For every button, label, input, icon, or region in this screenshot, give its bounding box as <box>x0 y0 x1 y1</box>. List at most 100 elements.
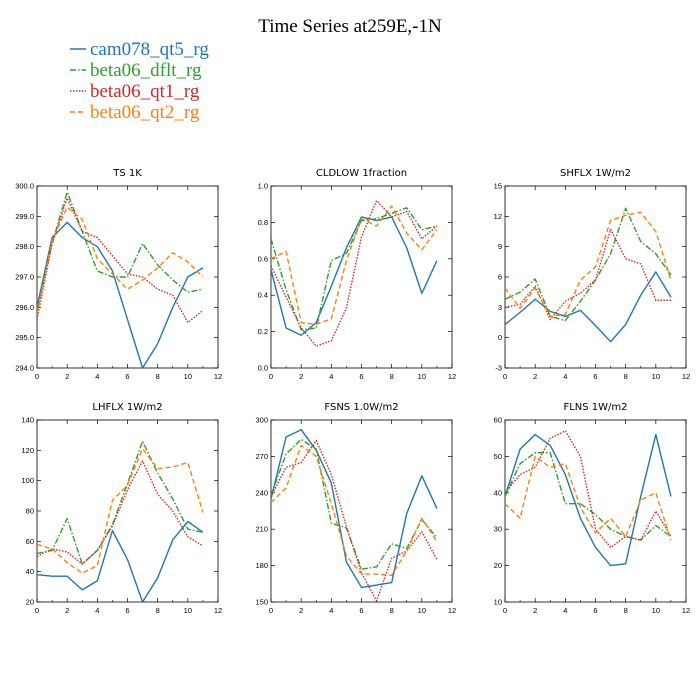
y-tick-label: 50 <box>494 452 502 461</box>
legend: cam078_qt5_rg beta06_dflt_rg beta06_qt1_… <box>70 39 209 123</box>
panel-title: FSNS 1.0W/m2 <box>324 402 398 413</box>
series-line-beta06_qt2_rg <box>37 206 204 314</box>
x-tick-label: 0 <box>503 606 507 615</box>
x-tick-label: 0 <box>35 606 39 615</box>
series-line-beta06_qt2_rg <box>37 448 204 574</box>
series-line-beta06_qt2_rg <box>505 211 672 318</box>
x-tick-label: 6 <box>125 606 129 615</box>
series-line-beta06_qt1_rg <box>271 439 438 602</box>
y-tick-label: 12 <box>494 212 502 221</box>
series-line-beta06_qt1_rg <box>505 228 671 321</box>
x-tick-label: 10 <box>652 606 660 615</box>
series-line-beta06_dflt_rg <box>37 191 204 311</box>
series-line-beta06_dflt_rg <box>37 440 204 565</box>
series-line-beta06_qt2_rg <box>505 455 672 541</box>
y-tick-label: -3 <box>495 364 502 373</box>
y-tick-label: 3 <box>498 303 502 312</box>
series-line-cam078_qt5_rg <box>505 433 672 567</box>
chart-panel: FSNS 1.0W/m2 0 2 4 6 8 10 12 150 180 210 240 270 300 <box>255 402 456 615</box>
series-line-beta06_qt1_rg <box>37 460 204 565</box>
x-tick-label: 2 <box>533 372 537 381</box>
x-tick-label: 4 <box>329 372 333 381</box>
chart-panel: TS 1K 0 2 4 6 8 10 12 294.0 295.0 296.0 297.0 298.0 2… <box>15 168 222 381</box>
x-tick-label: 2 <box>65 606 69 615</box>
y-tick-label: 10 <box>494 598 502 607</box>
x-tick-label: 6 <box>359 372 363 381</box>
y-tick-label: 0.4 <box>258 291 268 300</box>
y-tick-label: 100 <box>21 476 34 485</box>
y-tick-label: 180 <box>255 561 268 570</box>
legend-label: beta06_dflt_rg <box>90 60 202 81</box>
y-tick-label: 150 <box>255 598 268 607</box>
y-tick-label: 60 <box>494 416 502 425</box>
x-tick-label: 6 <box>125 372 129 381</box>
x-tick-label: 12 <box>448 372 456 381</box>
legend-entry: cam078_qt5_rg <box>70 39 209 60</box>
x-tick-label: 6 <box>593 372 597 381</box>
y-tick-label: 80 <box>26 507 34 516</box>
series-line-beta06_qt2_rg <box>271 205 438 326</box>
y-tick-label: 270 <box>255 452 268 461</box>
y-tick-label: 298.0 <box>15 242 34 251</box>
panel-title: TS 1K <box>112 168 142 179</box>
x-tick-label: 10 <box>184 606 192 615</box>
series-line-beta06_qt2_rg <box>271 444 438 577</box>
legend-entry: beta06_qt1_rg <box>70 81 200 102</box>
panel-grid: TS 1K 0 2 4 6 8 10 12 294.0 295.0 296.0 297.0 298.0 2… <box>15 168 690 615</box>
x-tick-label: 12 <box>682 372 690 381</box>
panel-title: LHFLX 1W/m2 <box>92 402 162 413</box>
x-tick-label: 12 <box>214 606 222 615</box>
x-tick-label: 10 <box>184 372 192 381</box>
x-tick-label: 6 <box>593 606 597 615</box>
x-tick-label: 8 <box>390 606 394 615</box>
y-tick-label: 15 <box>494 182 502 191</box>
series-line-cam078_qt5_rg <box>271 429 438 589</box>
series-line-beta06_qt1_rg <box>505 430 672 549</box>
y-tick-label: 294.0 <box>15 364 34 373</box>
chart-panel: FLNS 1W/m2 0 2 4 6 8 10 12 10 20 30 40 50 60 <box>494 402 691 615</box>
x-tick-label: 10 <box>418 372 426 381</box>
series-line-cam078_qt5_rg <box>271 216 438 336</box>
y-tick-label: 60 <box>26 537 34 546</box>
y-tick-label: 9 <box>498 242 502 251</box>
y-tick-label: 0.2 <box>258 327 268 336</box>
x-tick-label: 6 <box>359 606 363 615</box>
y-tick-label: 296.0 <box>15 303 34 312</box>
y-tick-label: 240 <box>255 488 268 497</box>
x-tick-label: 12 <box>448 606 456 615</box>
x-tick-label: 2 <box>299 372 303 381</box>
x-tick-label: 8 <box>156 372 160 381</box>
y-tick-label: 300 <box>255 416 268 425</box>
x-tick-label: 8 <box>624 372 628 381</box>
series-line-beta06_qt1_rg <box>37 197 204 324</box>
y-tick-label: 20 <box>494 561 502 570</box>
x-tick-label: 2 <box>533 606 537 615</box>
y-tick-label: 0.8 <box>258 218 268 227</box>
legend-label: cam078_qt5_rg <box>90 39 209 60</box>
y-tick-label: 40 <box>26 567 34 576</box>
x-tick-label: 12 <box>682 606 690 615</box>
x-tick-label: 8 <box>390 372 394 381</box>
x-tick-label: 0 <box>269 606 273 615</box>
series-line-beta06_dflt_rg <box>505 452 672 541</box>
y-tick-label: 120 <box>21 446 34 455</box>
chart-panel: CLDLOW 1fraction 0 2 4 6 8 10 12 0.0 0.2 0.4 0.6 0.8… <box>258 168 457 381</box>
x-tick-label: 0 <box>503 372 507 381</box>
y-tick-label: 295.0 <box>15 333 34 342</box>
y-tick-label: 140 <box>21 416 34 425</box>
y-tick-label: 297.0 <box>15 273 34 282</box>
panel-title: FLNS 1W/m2 <box>563 402 627 413</box>
y-tick-label: 30 <box>494 525 502 534</box>
figure-title: Time Series at259E,-1N <box>258 16 442 37</box>
x-tick-label: 2 <box>299 606 303 615</box>
x-tick-label: 4 <box>329 606 333 615</box>
y-tick-label: 40 <box>494 488 502 497</box>
x-tick-label: 4 <box>95 606 99 615</box>
x-tick-label: 10 <box>652 372 660 381</box>
legend-entry: beta06_dflt_rg <box>70 60 202 81</box>
series-line-beta06_qt1_rg <box>271 199 438 347</box>
panel-title: CLDLOW 1fraction <box>316 168 407 179</box>
